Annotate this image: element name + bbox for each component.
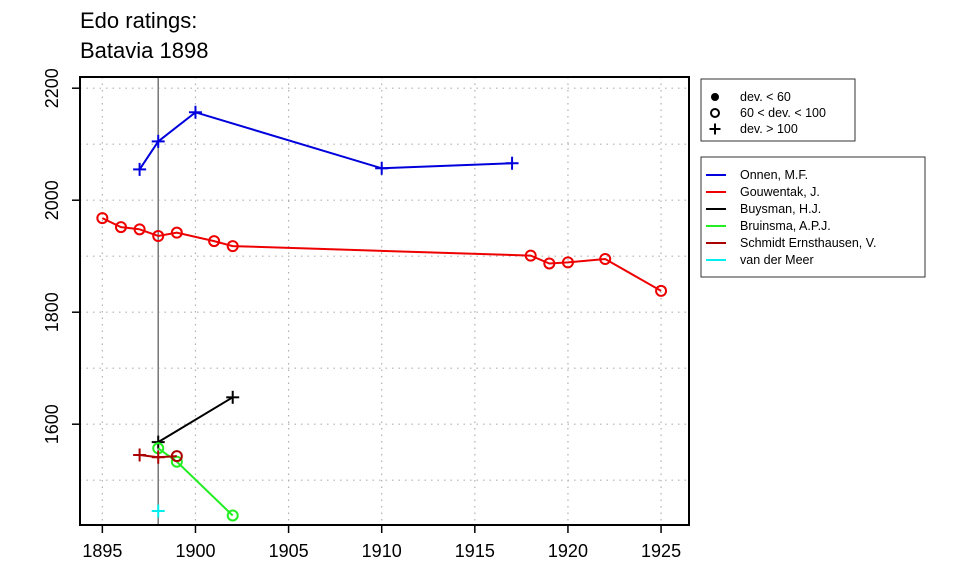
data-point bbox=[599, 253, 612, 265]
y-tick-label: 1600 bbox=[42, 404, 62, 444]
marker-legend-box bbox=[700, 78, 856, 142]
data-point bbox=[561, 256, 574, 269]
series-2 bbox=[151, 390, 240, 449]
data-point bbox=[170, 455, 183, 468]
data-point bbox=[188, 105, 202, 119]
marker-legend: dev. < 60 60 < dev. < 100 dev. > 100 bbox=[700, 78, 856, 142]
data-point bbox=[543, 257, 556, 270]
legend-label: Bruinsma, A.P.J. bbox=[740, 219, 831, 233]
data-point bbox=[505, 156, 519, 170]
data-point bbox=[133, 448, 147, 462]
legend-label: Gouwentak, J. bbox=[740, 185, 820, 199]
x-tick-label: 1910 bbox=[362, 541, 402, 561]
x-tick-label: 1895 bbox=[82, 541, 122, 561]
grid bbox=[80, 77, 689, 525]
legend-marker-dot bbox=[711, 93, 719, 101]
marker-legend-label: 60 < dev. < 100 bbox=[740, 106, 826, 120]
data-point bbox=[170, 226, 183, 239]
legend-label: Onnen, M.F. bbox=[740, 168, 808, 182]
legend-label: Schmidt Ernsthausen, V. bbox=[740, 236, 876, 250]
x-tick-label: 1915 bbox=[455, 541, 495, 561]
plot-frame bbox=[79, 76, 690, 526]
y-tick-label: 1800 bbox=[42, 292, 62, 332]
series-line bbox=[157, 396, 234, 443]
data-point bbox=[655, 284, 668, 297]
series-legend: Onnen, M.F. Gouwentak, J. Buysman, H.J. Bru… bbox=[700, 156, 926, 278]
data-point bbox=[170, 450, 183, 463]
legend-marker-plus bbox=[709, 123, 721, 135]
data-point bbox=[208, 235, 221, 248]
y-tick-label: 2000 bbox=[42, 180, 62, 220]
series-1 bbox=[96, 212, 668, 297]
data-point bbox=[151, 435, 165, 449]
data-point bbox=[524, 249, 537, 262]
chart-title-line-2: Batavia 1898 bbox=[80, 38, 208, 63]
data-point bbox=[226, 390, 240, 404]
chart-title-line-1: Edo ratings: bbox=[80, 8, 197, 33]
series-line bbox=[157, 447, 234, 517]
marker-legend-label: dev. > 100 bbox=[740, 122, 798, 136]
data-point bbox=[133, 223, 146, 236]
x-tick-label: 1905 bbox=[269, 541, 309, 561]
marker-legend-label: dev. < 60 bbox=[740, 90, 791, 104]
data-point bbox=[151, 450, 165, 464]
series-0 bbox=[133, 105, 519, 176]
series-group bbox=[96, 105, 668, 522]
legend-label: Buysman, H.J. bbox=[740, 202, 821, 216]
data-point bbox=[375, 161, 389, 175]
data-point bbox=[226, 509, 239, 522]
x-tick-label: 1925 bbox=[641, 541, 681, 561]
legend-marker-circle bbox=[710, 108, 720, 118]
legend-label: van der Meer bbox=[740, 253, 814, 267]
data-point bbox=[226, 240, 239, 253]
series-5 bbox=[151, 504, 165, 518]
series-legend-box bbox=[700, 156, 926, 278]
y-tick-label: 2200 bbox=[42, 68, 62, 108]
data-point bbox=[152, 230, 165, 243]
data-point bbox=[96, 212, 109, 225]
x-tick-label: 1900 bbox=[175, 541, 215, 561]
data-point bbox=[151, 134, 165, 148]
axes: 1895 1900 1905 1910 1915 1920 1925 1600 1800 2000… bbox=[42, 68, 681, 561]
data-point bbox=[151, 504, 165, 518]
series-line bbox=[101, 217, 662, 292]
x-tick-label: 1920 bbox=[548, 541, 588, 561]
series-4 bbox=[133, 448, 183, 464]
series-line bbox=[138, 111, 513, 170]
data-point bbox=[133, 162, 147, 176]
data-point bbox=[114, 221, 127, 234]
